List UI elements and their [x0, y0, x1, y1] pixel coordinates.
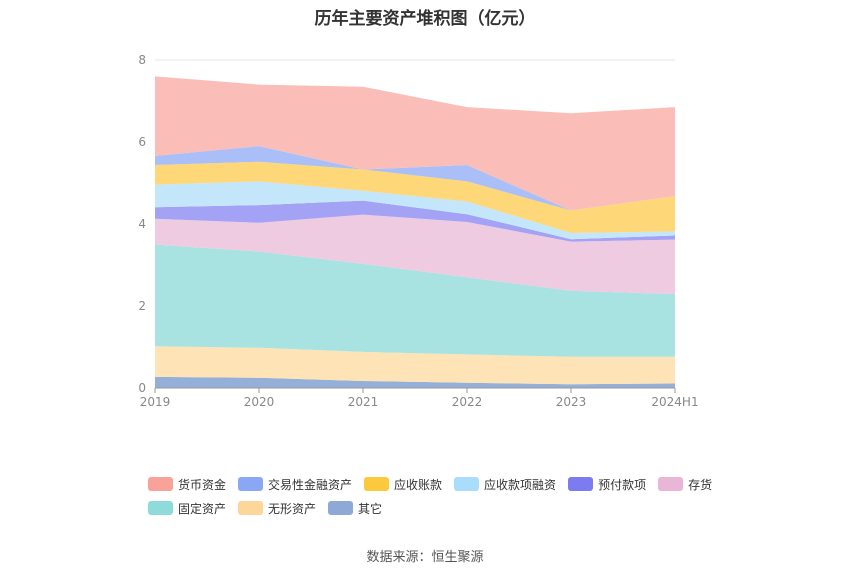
y-tick-label: 2	[138, 299, 146, 313]
area-series-0	[155, 376, 675, 388]
legend-swatch	[328, 501, 354, 515]
legend-swatch	[238, 501, 264, 515]
y-tick-label: 0	[138, 381, 146, 395]
area-series-4	[155, 200, 675, 242]
legend-label: 固定资产	[178, 501, 227, 516]
legend-swatch	[364, 477, 390, 491]
x-tick-label: 2022	[452, 395, 483, 409]
legend-swatch	[238, 477, 264, 491]
legend-swatch	[148, 477, 173, 491]
legend-row: 固定资产 无形资产 其它	[148, 496, 728, 520]
y-tick-label: 6	[138, 135, 146, 149]
legend-label: 应收账款	[394, 477, 443, 492]
legend-item[interactable]: 应收款项融资	[454, 476, 556, 493]
x-tick-label: 2023	[556, 395, 587, 409]
legend-swatch	[148, 501, 173, 515]
legend-item[interactable]: 其它	[328, 500, 382, 517]
legend-label: 交易性金融资产	[268, 477, 353, 492]
legend-swatch	[454, 477, 480, 491]
legend-label: 货币资金	[178, 477, 227, 492]
area-series	[155, 76, 675, 388]
area-series-6	[155, 161, 675, 233]
legend-swatch	[658, 477, 684, 491]
legend-row: 货币资金 交易性金融资产 应收账款 应收款项融资 预付款项 存货	[148, 472, 728, 496]
area-series-1	[155, 346, 675, 385]
legend: 货币资金 交易性金融资产 应收账款 应收款项融资 预付款项 存货固定资产 无形资产 其它	[148, 472, 728, 520]
legend-item[interactable]: 应收账款	[364, 476, 442, 493]
legend-item[interactable]: 存货	[658, 476, 712, 493]
legend-item[interactable]: 预付款项	[568, 476, 646, 493]
legend-label: 存货	[688, 477, 713, 492]
x-axis-ticks: 2019 2020 2021 2022 2023 2024H1	[140, 388, 699, 409]
x-tick-label: 2019	[140, 395, 171, 409]
y-axis-ticks: 0 2 4 6 8	[138, 53, 146, 395]
area-series-8	[155, 76, 675, 211]
legend-item[interactable]: 交易性金融资产	[238, 476, 352, 493]
area-series-5	[155, 181, 675, 240]
legend-item[interactable]: 固定资产	[148, 500, 226, 517]
y-tick-label: 8	[138, 53, 146, 67]
area-series-2	[155, 244, 675, 357]
x-tick-label: 2024H1	[651, 395, 698, 409]
legend-label: 应收款项融资	[484, 477, 557, 492]
area-series-7	[155, 146, 675, 211]
legend-label: 无形资产	[268, 501, 317, 516]
legend-item[interactable]: 货币资金	[148, 476, 226, 493]
chart-title: 历年主要资产堆积图（亿元）	[314, 9, 536, 29]
data-source: 数据来源：恒生聚源	[366, 550, 484, 565]
legend-label: 其它	[358, 501, 383, 516]
legend-label: 预付款项	[598, 477, 647, 492]
area-series-3	[155, 214, 675, 295]
legend-swatch	[568, 477, 594, 491]
legend-item[interactable]: 无形资产	[238, 500, 316, 517]
x-tick-label: 2020	[244, 395, 275, 409]
x-tick-label: 2021	[348, 395, 379, 409]
y-tick-label: 4	[138, 217, 146, 231]
